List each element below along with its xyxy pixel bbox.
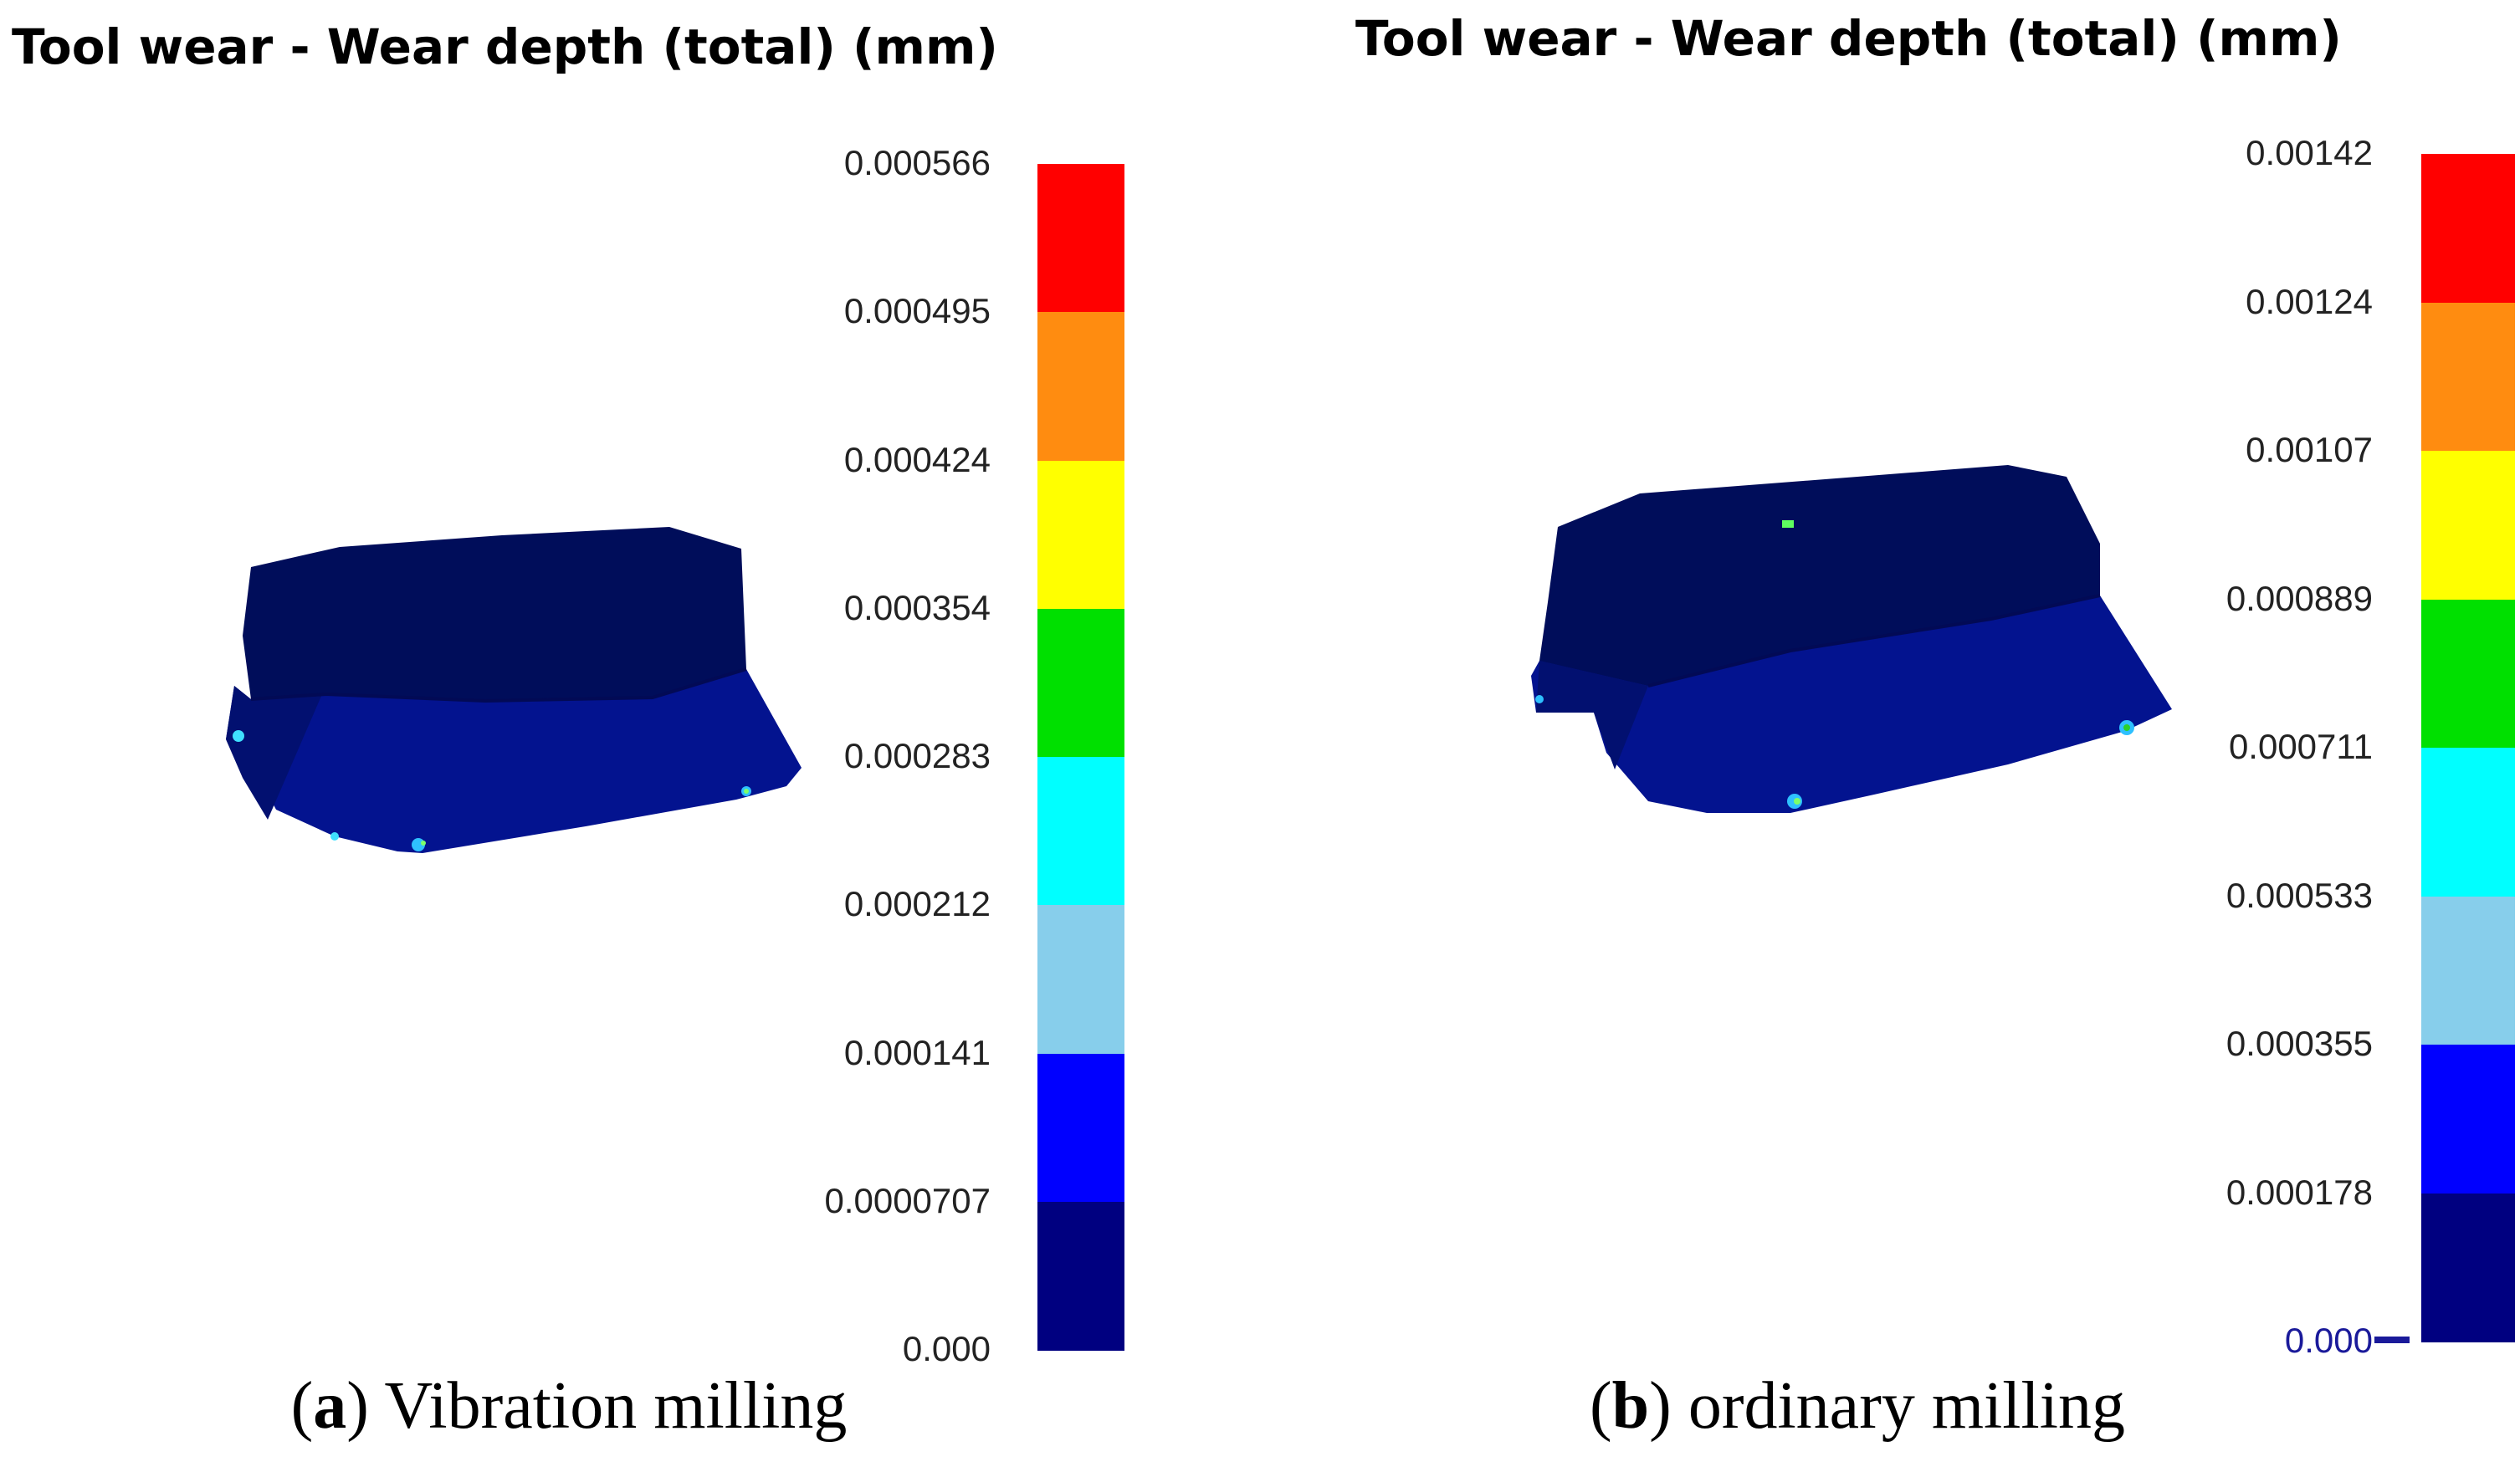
- colorbar-tick-label: 0.000: [2284, 1321, 2373, 1360]
- colorbar: [1037, 164, 1124, 1351]
- panel-caption: (a) Vibration milling: [290, 1369, 848, 1443]
- colorbar-tick-label: 0.000889: [2225, 578, 2373, 618]
- colorbar-segment: [2421, 451, 2515, 600]
- colorbar-segment: [1037, 608, 1124, 758]
- colorbar-tick-label: 0.000283: [843, 736, 991, 775]
- colorbar-tick-label: 0.000424: [843, 439, 991, 479]
- colorbar-tick-label: 0.000141: [843, 1032, 991, 1072]
- colorbar-tick-label: 0.00107: [2246, 430, 2373, 469]
- colorbar-segment: [2421, 599, 2515, 749]
- chart-title: Tool wear - Wear depth (total) (mm): [1355, 10, 2342, 67]
- colorbar-tick-label: 0.00124: [2246, 281, 2373, 321]
- colorbar-tick-label: 0.0000707: [824, 1180, 991, 1220]
- colorbar-segment: [2421, 154, 2515, 303]
- colorbar-tick-label: 0.000212: [843, 884, 991, 924]
- caption-label: Vibration milling: [384, 1369, 848, 1443]
- colorbar-segment: [2421, 896, 2515, 1045]
- tool-insert-render: [226, 527, 802, 853]
- colorbar-tick-label: 0.00142: [2246, 133, 2373, 172]
- colorbar-segment: [2421, 748, 2515, 897]
- panel-b: Tool wear - Wear depth (total) (mm) 0.00…: [1255, 0, 2520, 1467]
- colorbar-segment: [1037, 905, 1124, 1054]
- caption-label: ordinary milling: [1688, 1369, 2125, 1443]
- panel-letter: a: [313, 1369, 347, 1443]
- colorbar-segment: [1037, 757, 1124, 906]
- panel-caption: (b) ordinary milling: [1590, 1369, 2125, 1443]
- colorbar-segment: [1037, 164, 1124, 313]
- zero-marker: [2374, 1337, 2410, 1343]
- colorbar-segment: [1037, 1053, 1124, 1203]
- colorbar: [2421, 154, 2515, 1342]
- chart-title: Tool wear - Wear depth (total) (mm): [12, 18, 998, 75]
- colorbar-segment: [2421, 302, 2515, 452]
- colorbar-tick-label: 0.000178: [2225, 1172, 2373, 1212]
- colorbar-segment: [2421, 1193, 2515, 1342]
- colorbar-segment: [2421, 1045, 2515, 1194]
- colorbar-tick-label: 0.000355: [2225, 1024, 2373, 1063]
- colorbar-segment: [1037, 1201, 1124, 1351]
- colorbar-tick-label: 0.000354: [843, 587, 991, 627]
- tool-insert-render: [1531, 465, 2172, 813]
- colorbar-tick-label: 0.000566: [843, 143, 991, 182]
- panel-a: Tool wear - Wear depth (total) (mm) 0.00…: [0, 0, 1255, 1467]
- colorbar-segment: [1037, 312, 1124, 461]
- colorbar-tick-label: 0.000495: [843, 291, 991, 331]
- colorbar-tick-label: 0.000711: [2228, 727, 2373, 766]
- panel-letter: b: [1611, 1369, 1650, 1443]
- colorbar-tick-label: 0.000533: [2225, 875, 2373, 915]
- colorbar-segment: [1037, 460, 1124, 610]
- colorbar-tick-label: 0.000: [902, 1329, 991, 1368]
